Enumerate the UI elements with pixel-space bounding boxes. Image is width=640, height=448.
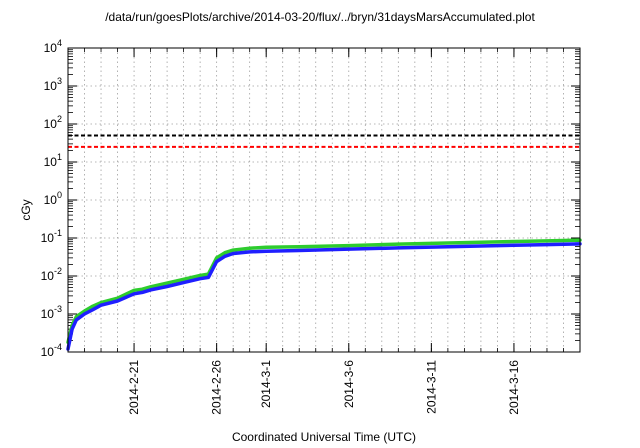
chart-title: /data/run/goesPlots/archive/2014-03-20/f… (105, 10, 535, 24)
y-tick-exponent: 4 (57, 38, 62, 48)
y-tick-exponent: 0 (57, 190, 62, 200)
x-tick-label: 2014-3-16 (507, 360, 521, 415)
y-axis-label: cGy (19, 199, 33, 221)
x-axis-label: Coordinated Universal Time (UTC) (231, 430, 417, 444)
x-tick-label: 2014-3-1 (259, 360, 273, 408)
x-tick-label: 2014-3-11 (424, 360, 438, 414)
plot-frame (67, 47, 581, 353)
y-tick-label: 10-3 (41, 304, 62, 321)
y-tick-exponent: 3 (57, 76, 62, 86)
y-tick-base: 10 (41, 269, 55, 283)
y-tick-base: 10 (44, 155, 58, 169)
y-tick-base: 10 (41, 307, 55, 321)
y-tick-exponent: -3 (54, 304, 62, 314)
y-tick-label: 10-1 (41, 228, 62, 245)
y-tick-base: 10 (44, 193, 58, 207)
y-tick-exponent: 2 (57, 114, 62, 124)
y-tick-exponent: -1 (54, 228, 62, 238)
y-tick-label: 10-4 (41, 342, 62, 359)
y-tick-base: 10 (44, 41, 58, 55)
y-tick-label: 104 (44, 38, 62, 55)
y-tick-exponent: -4 (54, 342, 62, 352)
y-tick-base: 10 (41, 345, 55, 359)
y-tick-label: 102 (44, 114, 62, 131)
y-tick-label: 10-2 (41, 266, 62, 283)
x-tick-label: 2014-2-26 (210, 360, 224, 415)
y-tick-base: 10 (41, 231, 55, 245)
y-tick-label: 100 (44, 190, 62, 207)
y-tick-base: 10 (44, 79, 58, 93)
y-tick-label: 101 (44, 152, 62, 169)
series-line-1 (66, 242, 582, 351)
y-tick-exponent: 1 (57, 152, 62, 162)
y-tick-label: 103 (44, 76, 62, 93)
x-tick-label: 2014-3-6 (342, 360, 356, 408)
series-line-0 (66, 238, 582, 345)
y-tick-base: 10 (44, 117, 58, 131)
x-tick-label: 2014-2-21 (127, 360, 141, 415)
y-tick-exponent: -2 (54, 266, 62, 276)
